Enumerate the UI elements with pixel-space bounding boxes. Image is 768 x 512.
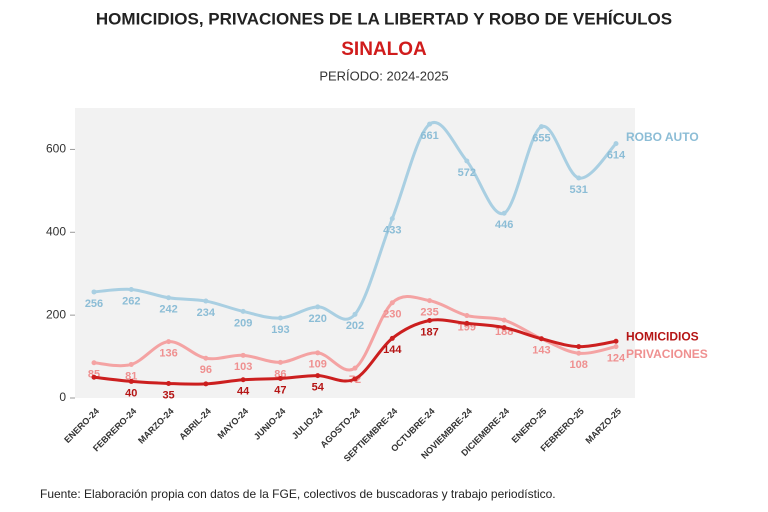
x-tick-label: ENERO-24	[62, 406, 101, 445]
data-label: 108	[570, 359, 588, 371]
data-label: 220	[309, 313, 327, 325]
data-point	[427, 298, 433, 304]
data-point	[352, 376, 358, 382]
period: PERÍODO: 2024-2025	[319, 68, 448, 83]
plot-area	[75, 108, 635, 398]
data-point	[128, 361, 134, 367]
x-tick-label: ENERO-25	[510, 406, 549, 445]
chart-title: HOMICIDIOS, PRIVACIONES DE LA LIBERTAD Y…	[96, 9, 672, 28]
data-label: 256	[85, 298, 103, 310]
data-label: 433	[383, 225, 401, 237]
data-point	[352, 365, 358, 371]
data-point	[501, 317, 507, 323]
x-tick-label: MARZO-25	[583, 406, 623, 446]
data-label: 661	[420, 130, 438, 142]
data-point	[203, 298, 209, 304]
series-name: ROBO AUTO	[626, 130, 699, 144]
series-name: PRIVACIONES	[626, 347, 708, 361]
data-point	[277, 315, 283, 321]
y-tick-label: 200	[46, 307, 66, 321]
data-label: 235	[420, 307, 438, 319]
data-label: 103	[234, 361, 252, 373]
data-label: 234	[197, 307, 216, 319]
data-point	[464, 158, 470, 164]
data-point	[576, 175, 582, 181]
data-point	[427, 318, 433, 324]
data-point	[315, 350, 321, 356]
data-point	[315, 304, 321, 310]
data-label: 230	[383, 309, 401, 321]
data-point	[613, 141, 619, 147]
data-label: 124	[607, 353, 626, 365]
data-label: 47	[274, 384, 286, 396]
data-label: 96	[200, 364, 212, 376]
x-tick-label: JULIO-24	[290, 406, 325, 441]
data-label: 193	[271, 324, 289, 336]
data-point	[464, 320, 470, 326]
data-label: 531	[570, 184, 588, 196]
y-tick-label: 400	[46, 224, 66, 238]
x-tick-label: ABRIL-24	[177, 406, 213, 442]
data-label: 262	[122, 295, 140, 307]
data-point	[277, 359, 283, 365]
source-note: Fuente: Elaboración propia con datos de …	[40, 487, 556, 501]
data-point	[538, 336, 544, 342]
data-label: 446	[495, 219, 513, 231]
x-tick-label: JUNIO-24	[252, 406, 288, 442]
data-point	[576, 350, 582, 356]
data-point	[240, 377, 246, 383]
data-label: 143	[532, 345, 550, 357]
series-name: HOMICIDIOS	[626, 329, 699, 343]
data-point	[91, 374, 97, 380]
data-label: 136	[159, 348, 177, 360]
data-label: 242	[159, 304, 177, 316]
data-point	[240, 352, 246, 358]
y-tick-label: 0	[59, 390, 66, 404]
data-point	[464, 313, 470, 319]
data-point	[203, 355, 209, 361]
data-label: 572	[458, 167, 476, 179]
data-label: 109	[309, 359, 327, 371]
data-point	[128, 286, 134, 292]
data-label: 209	[234, 317, 252, 329]
data-point	[501, 325, 507, 331]
data-label: 614	[607, 150, 626, 162]
data-point	[203, 381, 209, 387]
data-point	[240, 308, 246, 314]
data-point	[389, 335, 395, 341]
data-point	[352, 311, 358, 317]
data-point	[389, 300, 395, 306]
x-tick-label: MARZO-24	[136, 406, 176, 446]
data-point	[538, 124, 544, 130]
data-label: 35	[162, 389, 174, 401]
data-point	[277, 376, 283, 382]
data-point	[613, 338, 619, 344]
data-point	[613, 344, 619, 350]
data-label: 202	[346, 320, 364, 332]
data-point	[389, 216, 395, 222]
data-point	[91, 360, 97, 366]
data-point	[128, 378, 134, 384]
data-point	[166, 381, 172, 386]
data-point	[576, 344, 582, 350]
data-label: 655	[532, 133, 550, 145]
series-line	[93, 120, 618, 321]
data-label: 54	[312, 382, 325, 394]
data-point	[501, 210, 507, 216]
y-tick-label: 600	[46, 142, 66, 156]
data-label: 144	[383, 344, 402, 356]
data-point	[166, 339, 172, 345]
data-label: 81	[125, 370, 137, 382]
data-point	[427, 121, 433, 127]
x-tick-label: MAYO-24	[215, 406, 250, 441]
data-point	[91, 289, 97, 295]
data-point	[166, 295, 172, 301]
data-point	[315, 373, 321, 379]
data-label: 44	[237, 386, 250, 398]
data-label: 187	[420, 326, 438, 338]
data-label: 40	[125, 387, 137, 399]
chart-subtitle: SINALOA	[341, 39, 427, 60]
